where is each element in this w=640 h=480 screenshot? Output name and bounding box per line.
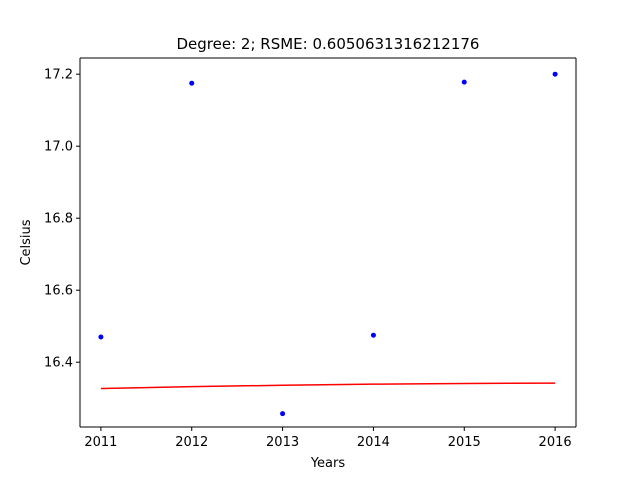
y-tick-label: 16.4 xyxy=(44,356,73,371)
x-tick-label: 2011 xyxy=(84,435,117,450)
y-tick-label: 17.0 xyxy=(44,140,73,155)
data-point xyxy=(370,332,376,338)
fit-line xyxy=(100,382,556,390)
x-tick-label: 2015 xyxy=(448,435,481,450)
chart-title: Degree: 2; RSME: 0.6050631316212176 xyxy=(177,35,480,53)
plot-area xyxy=(80,58,576,427)
data-point xyxy=(189,80,195,86)
plot-background xyxy=(80,58,576,427)
x-tick-label: 2013 xyxy=(266,435,299,450)
y-axis: 16.4 16.6 16.8 17.0 17.2 xyxy=(44,68,80,371)
y-axis-label: Celsius xyxy=(19,219,34,265)
data-point xyxy=(280,411,286,417)
x-axis-label: Years xyxy=(310,456,346,471)
axes-frame xyxy=(79,57,577,428)
x-axis: 2011 2012 2013 2014 2015 2016 xyxy=(84,427,572,450)
y-tick-label: 16.8 xyxy=(44,212,73,227)
data-point xyxy=(98,334,104,340)
data-point xyxy=(461,79,467,85)
series-layer xyxy=(98,71,558,417)
y-tick-label: 16.6 xyxy=(44,284,73,299)
x-tick-label: 2012 xyxy=(175,435,208,450)
x-tick-label: 2016 xyxy=(539,435,572,450)
x-tick-label: 2014 xyxy=(357,435,390,450)
y-tick-label: 17.2 xyxy=(44,68,73,83)
data-point xyxy=(552,71,558,77)
